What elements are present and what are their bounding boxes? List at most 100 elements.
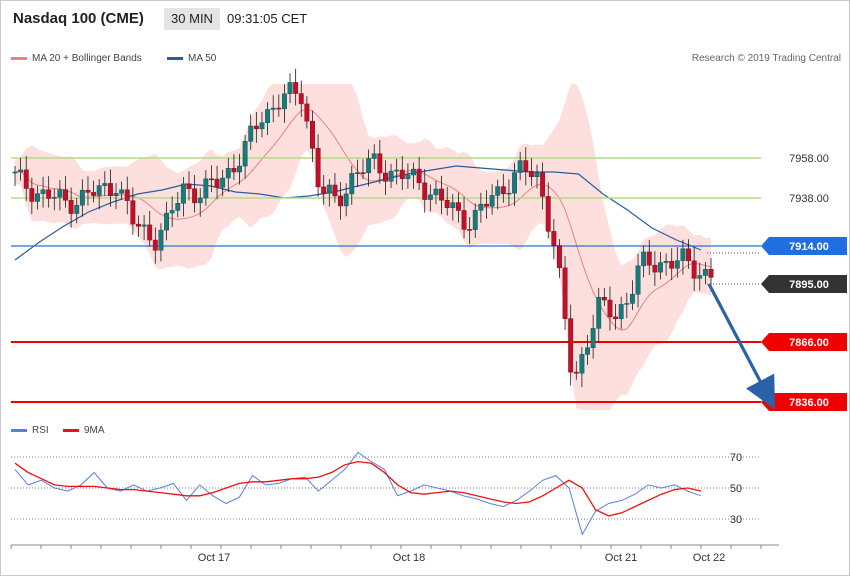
bullish-candle-body <box>405 174 411 179</box>
bullish-candle-body <box>57 189 63 198</box>
bearish-candle-body <box>669 260 675 269</box>
candle <box>545 182 551 239</box>
candle <box>669 248 675 281</box>
candle <box>383 160 388 196</box>
legend-ma50-label: MA 50 <box>188 53 217 64</box>
candle <box>304 96 310 129</box>
bearish-candle-body <box>708 268 714 278</box>
legend-rsi: RSI <box>11 425 49 436</box>
price-tag <box>761 333 847 351</box>
price-tag <box>761 393 847 411</box>
candle <box>444 186 450 216</box>
candle <box>23 155 29 201</box>
bullish-candle-body <box>225 168 231 179</box>
price-tag-label: 7866.00 <box>789 337 829 349</box>
legend-rsi-label: RSI <box>32 425 49 436</box>
candle <box>579 347 585 387</box>
bullish-candle-body <box>270 107 276 110</box>
bullish-candle-body <box>102 183 108 186</box>
bearish-candle-body <box>377 153 383 174</box>
x-axis-label: Oct 18 <box>393 552 425 564</box>
bullish-candle-body <box>237 165 242 173</box>
bearish-candle-body <box>383 172 388 182</box>
bullish-candle-body <box>590 328 596 348</box>
candle <box>91 180 97 203</box>
candle <box>74 197 80 224</box>
bullish-candle-body <box>35 193 40 202</box>
bullish-candle-body <box>489 195 495 207</box>
bullish-candle-body <box>96 185 102 196</box>
instrument-title: Nasdaq 100 (CME) <box>13 10 144 27</box>
candle <box>164 201 169 241</box>
bullish-candle-body <box>259 122 265 130</box>
bearish-candle-body <box>607 299 613 318</box>
candle <box>663 253 669 276</box>
candle <box>197 188 203 217</box>
candle <box>343 183 349 217</box>
candle <box>641 245 647 278</box>
candle <box>613 303 619 330</box>
bearish-candle-body <box>304 103 310 122</box>
bearish-candle-body <box>568 318 574 373</box>
price-tag-label: 7895.00 <box>789 279 829 291</box>
candle <box>551 219 557 260</box>
candle <box>590 314 596 359</box>
bullish-candle-body <box>697 275 703 279</box>
legend-ma20-label: MA 20 + Bollinger Bands <box>32 53 142 64</box>
bullish-candle-body <box>371 153 377 159</box>
candle <box>399 156 405 190</box>
rsi-swatch <box>11 428 27 432</box>
candle <box>450 193 456 221</box>
bearish-candle-body <box>124 189 130 201</box>
bearish-candle-body <box>416 168 422 184</box>
candle <box>461 196 467 239</box>
bullish-candle-body <box>119 189 125 194</box>
candle <box>113 183 119 210</box>
timeframe-selector[interactable]: 30 MIN <box>164 8 220 30</box>
bearish-candle-body <box>107 183 113 197</box>
candle <box>635 253 641 308</box>
bearish-candle-body <box>399 169 405 179</box>
candle <box>158 223 164 262</box>
bullish-candle-body <box>113 193 119 197</box>
bearish-candle-body <box>545 196 551 232</box>
candle <box>484 190 489 219</box>
bearish-candle-body <box>439 188 445 201</box>
candle <box>63 175 68 208</box>
bullish-candle-body <box>506 192 512 195</box>
candle <box>35 185 40 210</box>
bullish-candle-body <box>596 297 602 329</box>
level-7895-00: 7895.00 <box>707 275 847 293</box>
price-panel: 7958.00 7938.00 7914.00 7895.00 7866.00 7836.… <box>11 68 847 411</box>
candle <box>46 176 52 208</box>
level-7914-00: 7914.00 <box>11 237 847 255</box>
candle <box>169 196 175 227</box>
bullish-candle-body <box>495 186 501 196</box>
bullish-candle-body <box>197 197 203 204</box>
bearish-candle-body <box>63 189 68 201</box>
candle <box>276 94 282 117</box>
bullish-candle-body <box>512 172 517 194</box>
candle <box>354 159 360 187</box>
bullish-candle-body <box>585 347 590 355</box>
bearish-candle-body <box>298 93 304 105</box>
bullish-candle-body <box>411 168 416 176</box>
bearish-candle-body <box>540 172 546 197</box>
rsi-level-label: 50 <box>730 483 742 495</box>
rsi-line <box>14 451 702 536</box>
candle <box>467 216 473 244</box>
candle <box>528 158 534 187</box>
bullish-candle-body <box>394 169 400 172</box>
bearish-candle-body <box>186 183 192 189</box>
candles <box>12 68 714 387</box>
bearish-candle-body <box>338 195 343 207</box>
bearish-candle-body <box>613 316 619 319</box>
bearish-candle-body <box>192 188 198 204</box>
candle <box>12 166 18 186</box>
bearish-candle-body <box>68 199 74 214</box>
bullish-candle-body <box>663 260 669 263</box>
bullish-candle-body <box>281 93 287 110</box>
candle <box>411 162 416 189</box>
candle <box>405 163 411 189</box>
